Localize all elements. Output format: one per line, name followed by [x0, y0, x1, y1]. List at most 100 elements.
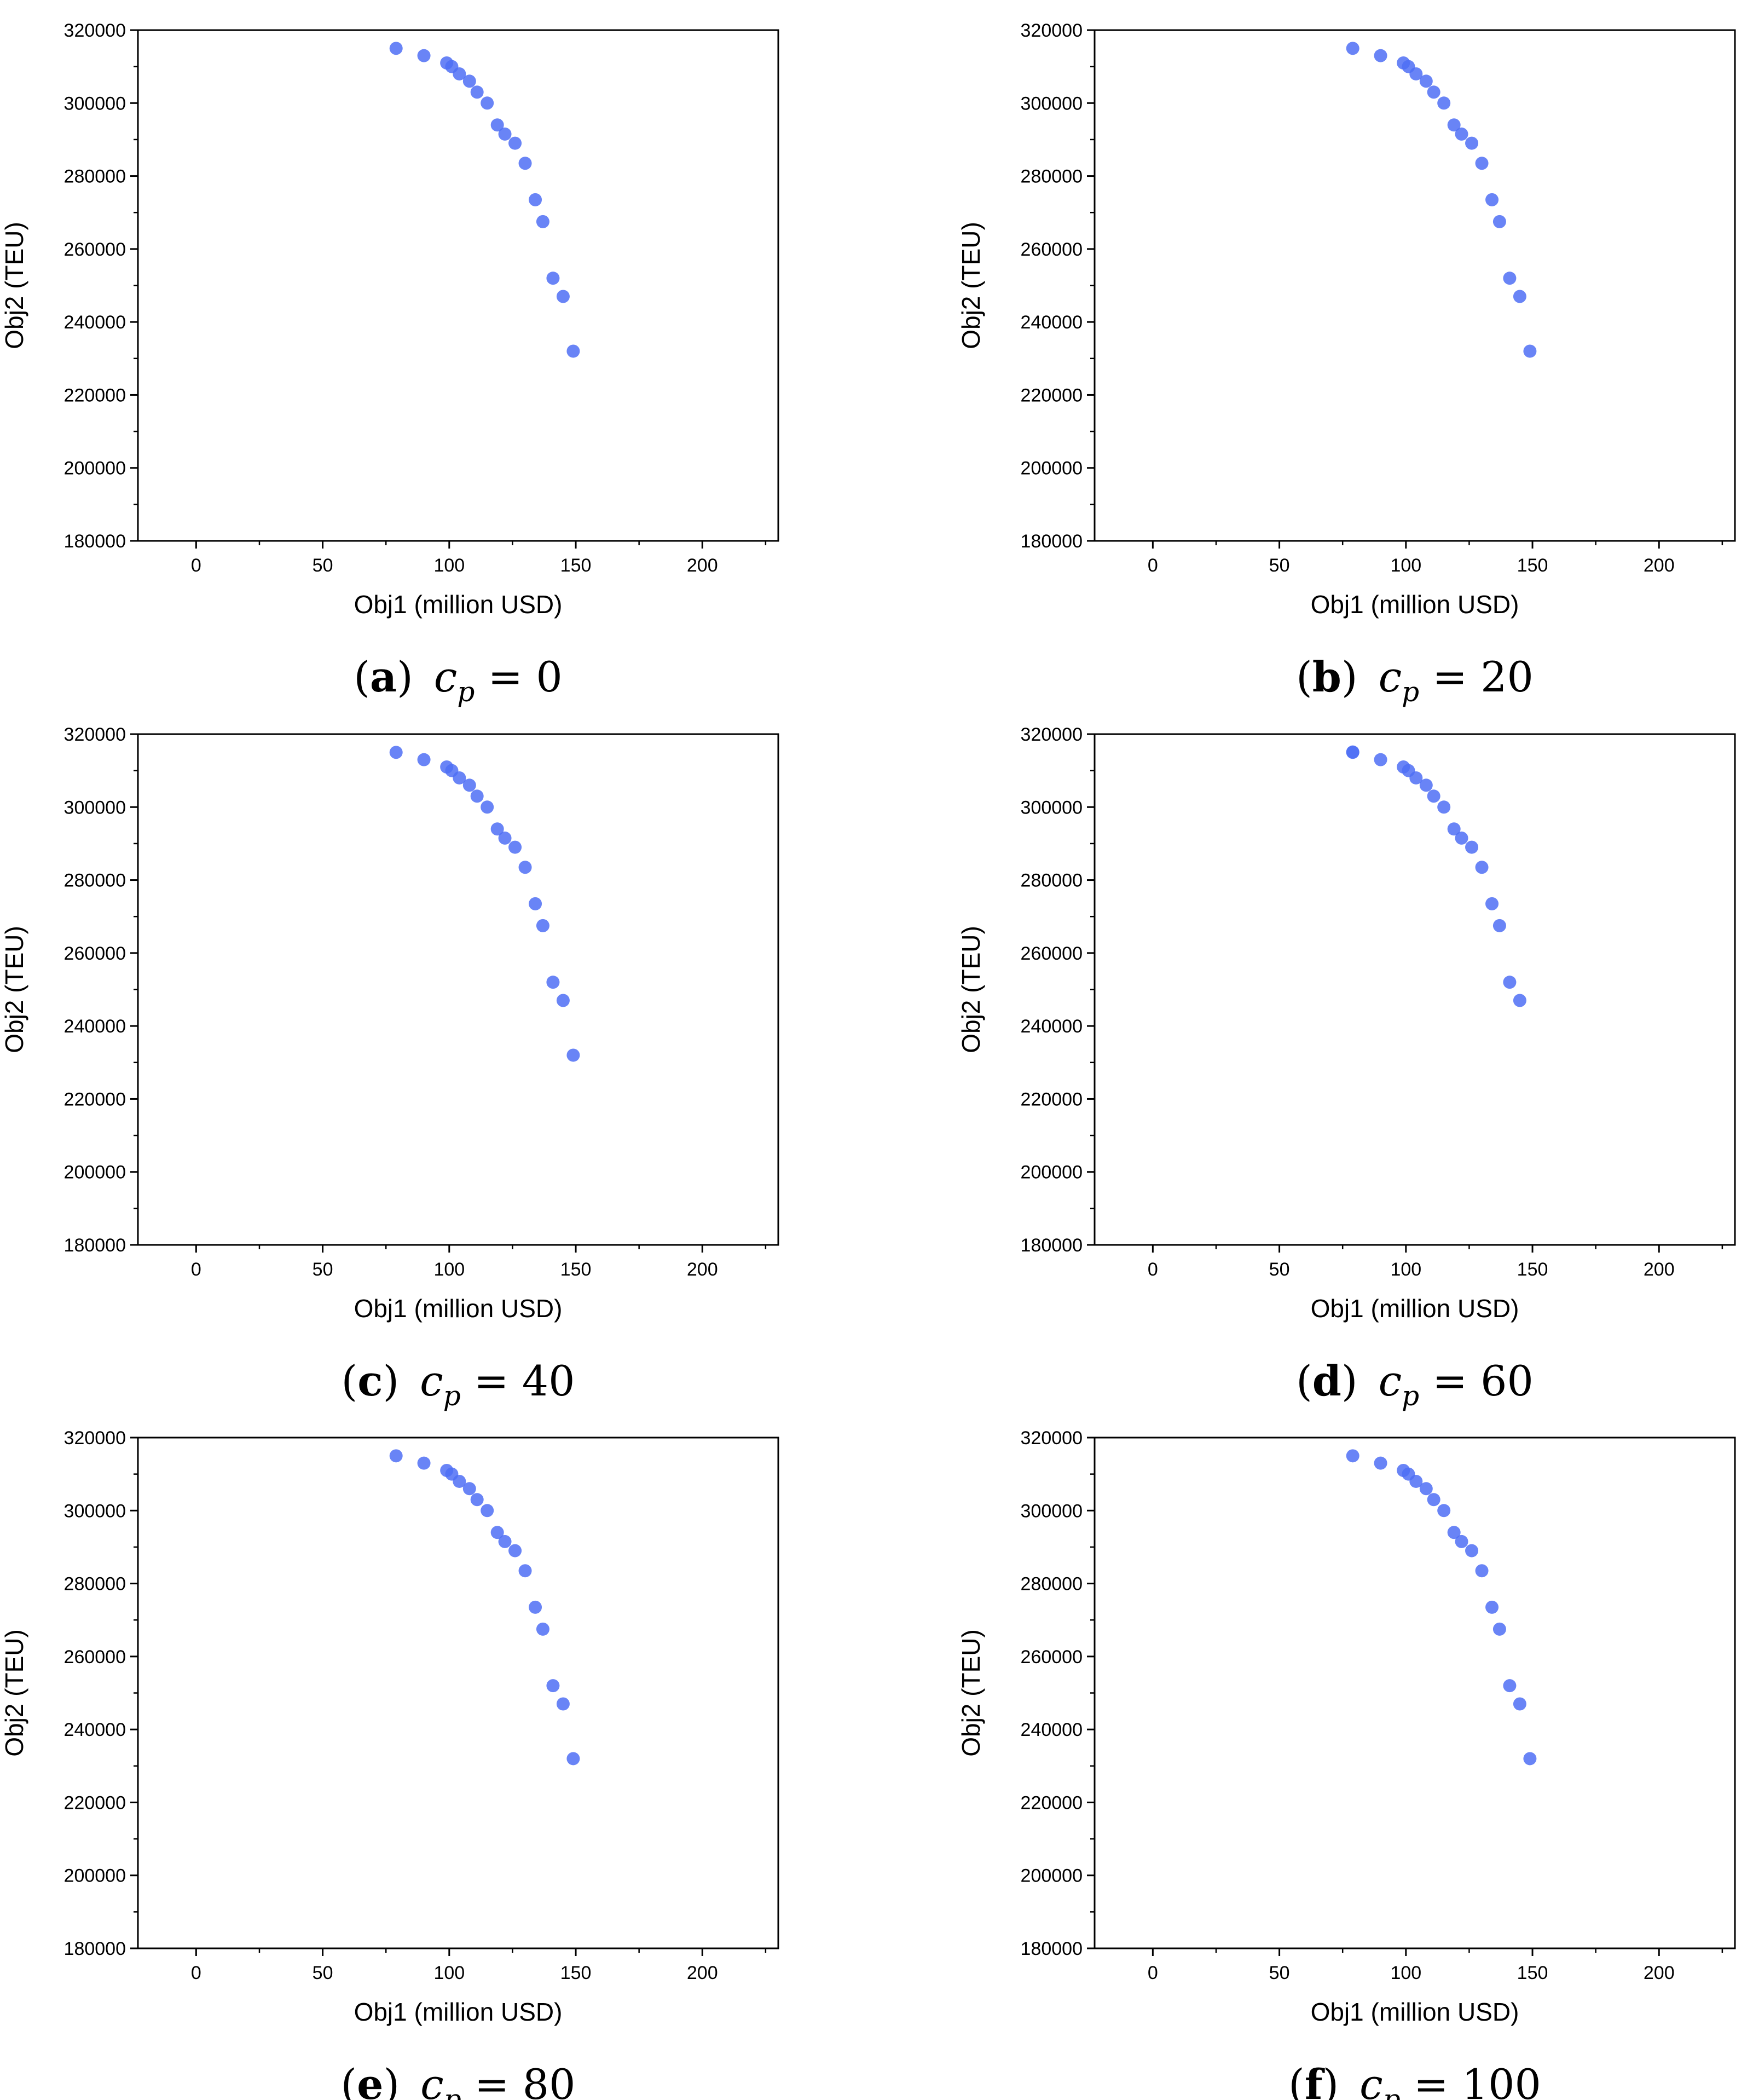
x-tick-label: 50 — [1269, 1259, 1290, 1280]
y-tick-label: 180000 — [1021, 531, 1083, 552]
data-point — [1409, 1474, 1423, 1488]
data-point — [1485, 193, 1499, 206]
caption-close-paren: ) — [397, 653, 434, 701]
panel-caption: (d) cp = 60 — [1296, 1357, 1534, 1412]
panel-caption: (c) cp = 40 — [342, 1357, 575, 1412]
data-point — [1427, 1493, 1440, 1507]
data-point — [529, 897, 542, 910]
caption-value: 40 — [522, 1357, 575, 1405]
data-point — [1513, 290, 1526, 303]
x-tick-label: 0 — [191, 1963, 201, 1983]
data-point — [417, 49, 431, 62]
caption-value: 60 — [1480, 1357, 1534, 1405]
x-tick-label: 50 — [1269, 555, 1290, 576]
data-point — [1346, 745, 1359, 759]
caption-subscript: p — [1402, 676, 1419, 708]
data-point — [1455, 831, 1468, 845]
caption-close-paren: ) — [1341, 1357, 1379, 1405]
y-tick-label: 300000 — [64, 797, 126, 818]
x-axis-title: Obj1 (million USD) — [1311, 1294, 1519, 1323]
x-axis-title: Obj1 (million USD) — [354, 1294, 563, 1323]
data-point — [1374, 1456, 1387, 1470]
data-point — [453, 1474, 466, 1488]
data-point — [1447, 822, 1461, 836]
x-axis-title: Obj1 (million USD) — [354, 1998, 563, 2026]
x-tick-label: 100 — [433, 555, 465, 576]
data-point — [546, 1679, 560, 1693]
y-tick-label: 300000 — [64, 1501, 126, 1521]
y-tick-label: 200000 — [64, 458, 126, 479]
y-tick-label: 180000 — [64, 1235, 126, 1256]
y-tick-label: 300000 — [64, 93, 126, 114]
y-tick-label: 260000 — [1021, 239, 1083, 260]
caption-letter: b — [1312, 653, 1341, 701]
y-tick-label: 320000 — [1021, 20, 1083, 41]
x-tick-label: 150 — [560, 1259, 592, 1280]
y-tick-label: 280000 — [1021, 870, 1083, 891]
y-tick-label: 320000 — [1021, 724, 1083, 745]
y-tick-label: 220000 — [1021, 385, 1083, 406]
data-point — [1503, 976, 1517, 989]
x-axis-title: Obj1 (million USD) — [1311, 590, 1519, 619]
y-tick-label: 220000 — [64, 385, 126, 406]
x-tick-label: 200 — [1644, 555, 1675, 576]
data-point — [1492, 919, 1506, 932]
y-tick-label: 240000 — [1021, 1016, 1083, 1037]
y-tick-label: 240000 — [1021, 312, 1083, 333]
y-tick-label: 280000 — [1021, 1574, 1083, 1595]
caption-open-paren: ( — [342, 1357, 358, 1405]
data-point — [389, 42, 403, 55]
y-tick-label: 280000 — [64, 1574, 126, 1595]
data-point — [462, 74, 476, 88]
y-tick-label: 240000 — [64, 312, 126, 333]
x-tick-label: 200 — [1644, 1259, 1675, 1280]
x-tick-label: 100 — [433, 1963, 465, 1983]
y-tick-label: 180000 — [1021, 1939, 1083, 1959]
y-tick-label: 200000 — [64, 1866, 126, 1886]
caption-variable: c — [1379, 1357, 1402, 1405]
data-point — [518, 157, 532, 170]
x-tick-label: 100 — [1390, 555, 1421, 576]
data-point — [389, 1449, 403, 1463]
x-tick-label: 150 — [1517, 1963, 1548, 1983]
data-point — [508, 1544, 522, 1557]
x-tick-label: 100 — [1390, 1963, 1421, 1983]
caption-variable: c — [1359, 2060, 1383, 2100]
data-point — [1485, 897, 1499, 910]
data-point — [529, 193, 542, 206]
x-tick-label: 100 — [1390, 1259, 1421, 1280]
data-point — [453, 67, 466, 80]
caption-equals: = — [1419, 1357, 1480, 1405]
caption-value: 100 — [1462, 2060, 1541, 2100]
data-point — [1485, 1600, 1499, 1614]
x-tick-label: 0 — [1148, 1259, 1158, 1280]
y-tick-label: 200000 — [1021, 1162, 1083, 1183]
y-tick-label: 180000 — [64, 1939, 126, 1959]
plot-frame — [1094, 733, 1736, 1246]
y-axis-title: Obj2 (TEU) — [957, 1629, 985, 1757]
caption-variable: c — [1379, 653, 1402, 701]
data-point — [462, 778, 476, 792]
x-tick-label: 150 — [560, 1963, 592, 1983]
caption-letter: c — [357, 1357, 383, 1405]
data-point — [1427, 85, 1440, 99]
data-point — [481, 96, 494, 110]
data-point — [1523, 344, 1537, 358]
plot-frame — [1094, 1436, 1736, 1949]
caption-equals: = — [1401, 2060, 1462, 2100]
y-tick-label: 300000 — [1021, 93, 1083, 114]
data-point — [508, 840, 522, 854]
data-point — [556, 290, 570, 303]
y-tick-label: 220000 — [1021, 1089, 1083, 1110]
caption-letter: e — [357, 2060, 383, 2100]
caption-letter: d — [1312, 1357, 1341, 1405]
data-point — [536, 919, 549, 932]
y-axis-title: Obj2 (TEU) — [0, 222, 28, 349]
caption-value: 80 — [523, 2060, 576, 2100]
x-axis-title: Obj1 (million USD) — [354, 590, 563, 619]
y-tick-label: 300000 — [1021, 797, 1083, 818]
y-tick-label: 260000 — [1021, 1647, 1083, 1668]
data-point — [1513, 1697, 1526, 1711]
data-point — [1427, 789, 1440, 803]
y-tick-label: 180000 — [1021, 1235, 1083, 1256]
